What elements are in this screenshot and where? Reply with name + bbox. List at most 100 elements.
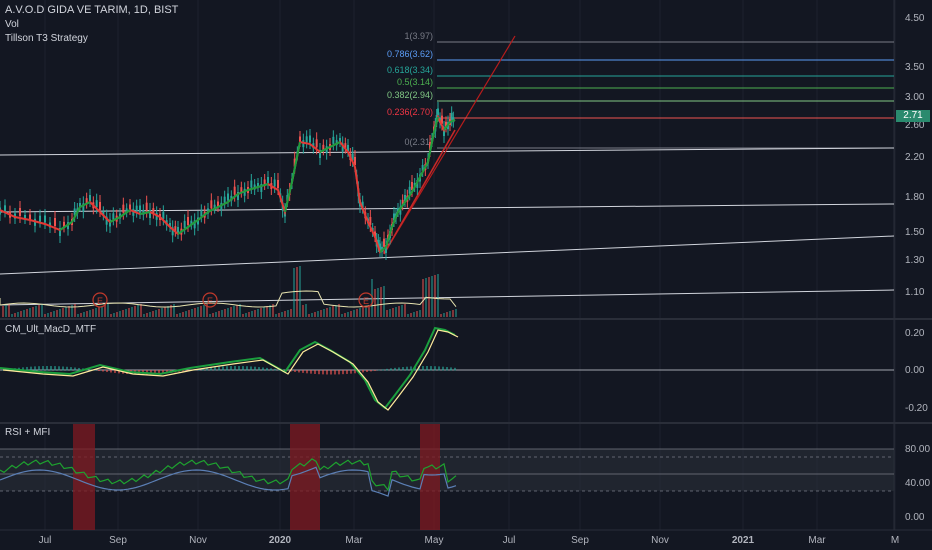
macd-tick-label: -0.20 — [905, 403, 928, 414]
volume-bar — [338, 304, 340, 317]
tillson-t3-line-up — [59, 116, 456, 253]
macd-axis[interactable]: 0.20 0.00 -0.20 — [905, 328, 928, 414]
volume-bar — [305, 304, 307, 317]
candle-body — [210, 200, 213, 209]
macd-histogram-bar — [378, 369, 380, 371]
earnings-icon[interactable] — [92, 292, 108, 308]
candle-body — [421, 165, 424, 171]
trend-line-red[interactable] — [383, 129, 456, 255]
price-axis[interactable]: 4.50 3.50 3.00 2.60 2.20 1.80 1.50 1.30 1.10 — [905, 13, 925, 298]
price-tick-label: 2.20 — [905, 152, 925, 163]
candle-body — [293, 158, 296, 167]
volume-bar — [5, 305, 7, 317]
candle-body — [315, 139, 318, 148]
volume-bar — [449, 311, 451, 317]
candle-body — [79, 203, 81, 207]
volume-bar — [353, 310, 355, 317]
volume-bar — [437, 274, 439, 317]
volume-bar — [278, 313, 280, 317]
candle-body — [233, 186, 236, 195]
candle-body — [369, 217, 372, 225]
candle-body — [299, 136, 301, 142]
candle-body — [383, 238, 385, 247]
volume-bar — [32, 307, 34, 317]
volume-bar — [86, 311, 88, 317]
candle-body — [95, 200, 98, 208]
candle-body — [29, 214, 31, 220]
rsi-legend[interactable]: RSI + MFI — [5, 427, 51, 438]
volume-bar — [215, 312, 217, 317]
symbol-title[interactable]: A.V.O.D GIDA VE TARIM, 1D, BIST — [5, 4, 179, 16]
strategy-legend[interactable]: Tillson T3 Strategy — [5, 33, 88, 44]
macd-histogram-bar — [238, 366, 240, 371]
time-axis[interactable]: Jul Sep Nov 2020 Mar May Jul Sep Nov 2021 Mar M — [39, 535, 900, 546]
volume-bar — [374, 289, 376, 317]
trend-line[interactable] — [0, 235, 895, 275]
trend-line-red[interactable] — [383, 35, 516, 255]
candle-body — [277, 180, 279, 188]
volume-bar — [227, 308, 229, 317]
volume-bar — [308, 314, 310, 317]
volume-bar — [443, 313, 445, 317]
macd-histogram-bar — [218, 366, 220, 371]
time-tick-label: Nov — [189, 535, 207, 546]
trend-line[interactable] — [0, 289, 895, 306]
earnings-icon[interactable] — [202, 292, 218, 308]
macd-histogram-bar — [394, 367, 396, 371]
volume-bar — [314, 312, 316, 317]
rsi-highlight — [73, 424, 95, 530]
price-tick-label: 1.30 — [905, 255, 925, 266]
candle-body — [240, 187, 243, 193]
volume-bar — [83, 312, 85, 317]
volume-bar — [233, 306, 235, 317]
price-tick-label: 1.50 — [905, 227, 925, 238]
volume-bar — [347, 312, 349, 317]
candle-body — [411, 182, 413, 190]
volume-bar — [350, 311, 352, 317]
rsi-axis[interactable]: 80.00 40.00 0.00 — [905, 444, 930, 523]
volume-legend[interactable]: Vol — [5, 19, 19, 30]
fib-level-label: 0.382(2.94) — [387, 90, 433, 100]
volume-bar — [92, 309, 94, 317]
volume-bar — [344, 313, 346, 317]
fib-level-label: 1(3.97) — [404, 31, 433, 41]
candle-body — [305, 136, 308, 143]
candle-body — [39, 215, 41, 222]
candle-body — [344, 143, 347, 149]
volume-bar — [323, 309, 325, 317]
trend-line[interactable] — [0, 147, 895, 156]
volume-bar — [284, 311, 286, 317]
macd-histogram-bar — [66, 366, 68, 371]
time-tick-label: 2021 — [732, 535, 755, 546]
macd-histogram-bar — [366, 370, 368, 372]
macd-histogram-bar — [410, 366, 412, 371]
volume-bar — [194, 308, 196, 317]
candle-body — [309, 135, 311, 143]
macd-histogram-bar — [390, 368, 392, 371]
macd-legend[interactable]: CM_Ult_MacD_MTF — [5, 324, 97, 335]
volume-bar — [341, 314, 343, 317]
macd-histogram-bar — [50, 366, 52, 371]
macd-histogram-bar — [154, 370, 156, 375]
time-tick-label: Nov — [651, 535, 669, 546]
volume-bar — [362, 307, 364, 317]
candle-body — [250, 180, 253, 188]
macd-histogram-bar — [58, 366, 60, 371]
macd-histogram-bar — [70, 367, 72, 371]
candle-body — [273, 179, 276, 187]
macd-histogram-bar — [362, 370, 364, 373]
volume-bar — [98, 307, 100, 317]
volume-bar — [290, 309, 292, 317]
fib-level-label: 0.618(3.34) — [387, 65, 433, 75]
candle-body — [193, 220, 196, 229]
earnings-icon[interactable] — [358, 292, 374, 308]
earnings-markers[interactable]: E E E — [92, 292, 374, 308]
candle-body — [73, 208, 76, 216]
macd-histogram-bar — [338, 370, 340, 375]
volume-bar — [119, 311, 121, 317]
price-tick-label: 1.80 — [905, 192, 925, 203]
candle-body — [145, 202, 148, 211]
volume-bar — [110, 314, 112, 317]
price-tick-label: 4.50 — [905, 13, 925, 24]
